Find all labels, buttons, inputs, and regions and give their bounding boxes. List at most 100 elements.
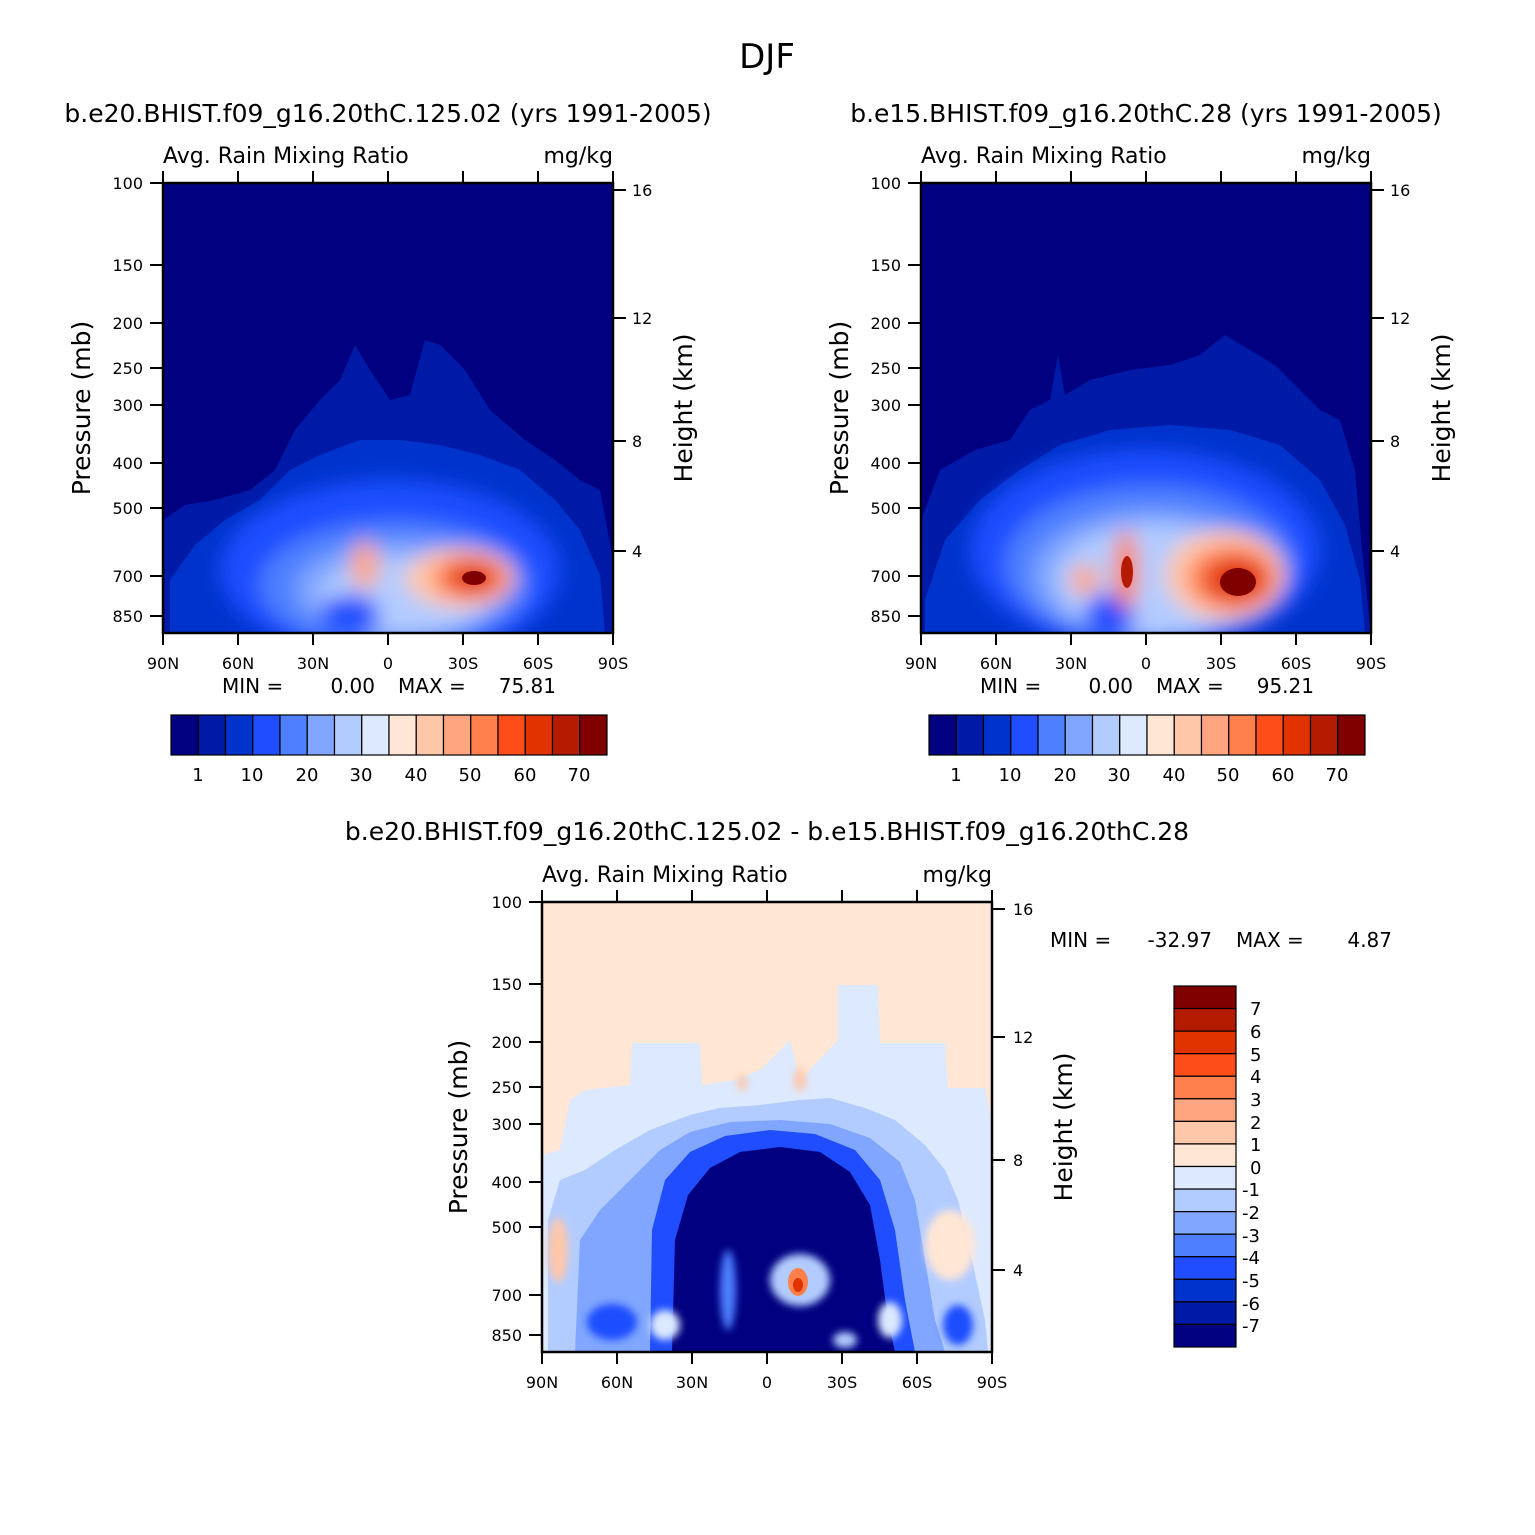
panel-1-colorbar-swatch — [415, 714, 445, 756]
panel-3-positive-core — [793, 1278, 803, 1292]
panel-1-min-label: MIN = — [222, 674, 283, 698]
panel-1-xtick-90s: 90S — [598, 654, 629, 673]
panel-2-cb-label-50: 50 — [1217, 765, 1240, 786]
panel-2-y2tick-12: 12 — [1390, 309, 1410, 328]
panel-1-ylabel: Pressure (mb) — [67, 321, 96, 495]
panel-3-x-ticks: 90N 60N 30N 0 30S 60S 90S — [526, 1373, 1007, 1392]
panel-2-colorbar-swatch — [1255, 714, 1284, 756]
panel-2-y2-ticks: 16 12 8 4 — [1371, 181, 1410, 561]
panel-1-subtitle-left: Avg. Rain Mixing Ratio — [163, 144, 409, 169]
panel-2-ytick-850: 850 — [870, 607, 901, 626]
panel-3-y2tick-12: 12 — [1013, 1028, 1033, 1047]
panel-3-colorbar-swatch — [1173, 1030, 1237, 1055]
panel-2-max-label: MAX = — [1156, 674, 1224, 698]
panel-2-cb-label-20: 20 — [1054, 765, 1077, 786]
panel-1: b.e20.BHIST.f09_g16.20thC.125.02 (yrs 19… — [64, 99, 711, 786]
panel-1-cb-label-70: 70 — [568, 765, 591, 786]
panel-2-colorbar-swatch — [1119, 714, 1148, 756]
panel-1-ytick-250: 250 — [112, 359, 143, 378]
panel-1-cb-label-20: 20 — [296, 765, 319, 786]
panel-2-cb-label-10: 10 — [999, 765, 1022, 786]
panel-1-colorbar-swatch — [197, 714, 227, 756]
panel-3-cb-label-5: 5 — [1250, 1045, 1261, 1066]
panel-1-x-ticks: 90N 60N 30N 0 30S 60S 90S — [147, 654, 628, 673]
panel-3-colorbar-swatch — [1173, 1256, 1237, 1280]
panel-1-ytick-200: 200 — [112, 314, 143, 333]
panel-1-colorbar-swatch — [279, 714, 308, 756]
panel-3-y2-ticks: 16 12 8 4 — [992, 900, 1033, 1280]
panel-3-y2tick-4: 4 — [1013, 1261, 1023, 1280]
panel-1-y2-ticks: 16 12 8 4 — [613, 181, 652, 561]
panel-3-max-value: 4.87 — [1347, 928, 1392, 952]
panel-2-xtick-30s: 30S — [1206, 654, 1237, 673]
panel-2-colorbar-swatch — [928, 714, 957, 756]
panel-2-subtitle-right: mg/kg — [1301, 144, 1371, 169]
panel-1-cb-label-1: 1 — [192, 765, 203, 786]
panel-1-ytick-850: 850 — [112, 607, 143, 626]
panel-1-subtitle-right: mg/kg — [543, 144, 613, 169]
panel-3-cb-label-m6: -6 — [1242, 1294, 1260, 1315]
panel-2-colorbar-swatch — [1200, 714, 1230, 756]
panel-3-min-value: -32.97 — [1148, 928, 1212, 952]
panel-1-colorbar-swatch — [551, 714, 581, 756]
panel-2-cb-label-60: 60 — [1272, 765, 1295, 786]
panel-2-y2tick-4: 4 — [1390, 542, 1400, 561]
panel-1-xtick-90n: 90N — [147, 654, 179, 673]
panel-3-colorbar-swatch — [1173, 1120, 1237, 1145]
panel-1-colorbar-swatch — [442, 714, 472, 756]
panel-3-field — [542, 902, 992, 1352]
panel-3-ytick-300: 300 — [491, 1115, 522, 1134]
panel-2-ytick-700: 700 — [870, 567, 901, 586]
panel-1-min-value: 0.00 — [330, 674, 375, 698]
panel-3-y2tick-8: 8 — [1013, 1151, 1023, 1170]
panel-1-cb-label-10: 10 — [241, 765, 264, 786]
panel-3-colorbar-swatch — [1173, 1211, 1237, 1235]
panel-1-colorbar-swatch — [224, 714, 254, 756]
panel-2-ytick-150: 150 — [870, 256, 901, 275]
panel-3-y-ticks: 100 150 200 250 300 400 500 700 850 — [491, 893, 542, 1345]
panel-3-ytick-100: 100 — [491, 893, 522, 912]
panel-3-ytick-200: 200 — [491, 1033, 522, 1052]
panel-1-cb-label-30: 30 — [350, 765, 373, 786]
panel-3-colorbar-swatch — [1173, 1143, 1237, 1168]
panel-1-colorbar-swatch — [497, 714, 526, 756]
panel-2-colorbar-swatch — [1037, 714, 1066, 756]
panel-3-subtitle-right: mg/kg — [922, 863, 992, 888]
panel-2-core — [970, 450, 1320, 633]
panel-2-colorbar — [928, 714, 1366, 756]
panel-2-max — [1220, 568, 1256, 596]
panel-2-colorbar-swatch — [1282, 714, 1312, 756]
panel-2-ytick-400: 400 — [870, 454, 901, 473]
panel-3-colorbar-swatch — [1173, 1301, 1237, 1326]
panel-2-max-value: 95.21 — [1257, 674, 1314, 698]
panel-3-xtick-30n: 30N — [676, 1373, 708, 1392]
panel-2-x-ticks: 90N 60N 30N 0 30S 60S 90S — [905, 654, 1386, 673]
panel-3-cb-label-3: 3 — [1250, 1090, 1261, 1111]
panel-3-ytick-850: 850 — [491, 1326, 522, 1345]
panel-2-colorbar-swatch — [982, 714, 1012, 756]
panel-2-xtick-60s: 60S — [1281, 654, 1312, 673]
panel-3-colorbar — [1173, 985, 1237, 1348]
panel-3-xtick-90n: 90N — [526, 1373, 558, 1392]
panel-1-colorbar-swatch — [333, 714, 363, 756]
panel-3-ytick-150: 150 — [491, 975, 522, 994]
panel-2-y-ticks: 100 150 200 250 300 400 500 700 850 — [870, 174, 921, 626]
panel-3-colorbar-swatch — [1173, 1323, 1237, 1348]
panel-1-xtick-30n: 30N — [297, 654, 329, 673]
panel-1-cb-label-60: 60 — [514, 765, 537, 786]
panel-2-min-label: MIN = — [980, 674, 1041, 698]
panel-1-cb-label-40: 40 — [405, 765, 428, 786]
panel-2-xtick-60n: 60N — [980, 654, 1012, 673]
panel-3-colorbar-swatch — [1173, 1007, 1237, 1032]
panel-1-colorbar-swatch — [252, 714, 281, 756]
panel-3-cb-label-m4: -4 — [1242, 1248, 1260, 1269]
panel-1-cb-label-50: 50 — [459, 765, 482, 786]
panel-2-xtick-0: 0 — [1141, 654, 1151, 673]
panel-3-colorbar-swatch — [1173, 1188, 1237, 1213]
panel-3-xtick-60n: 60N — [601, 1373, 633, 1392]
panel-2-cb-label-1: 1 — [950, 765, 961, 786]
panel-3-cb-label-m7: -7 — [1242, 1316, 1260, 1337]
panel-3-colorbar-swatch — [1173, 1053, 1237, 1077]
panel-2-field — [921, 183, 1371, 633]
